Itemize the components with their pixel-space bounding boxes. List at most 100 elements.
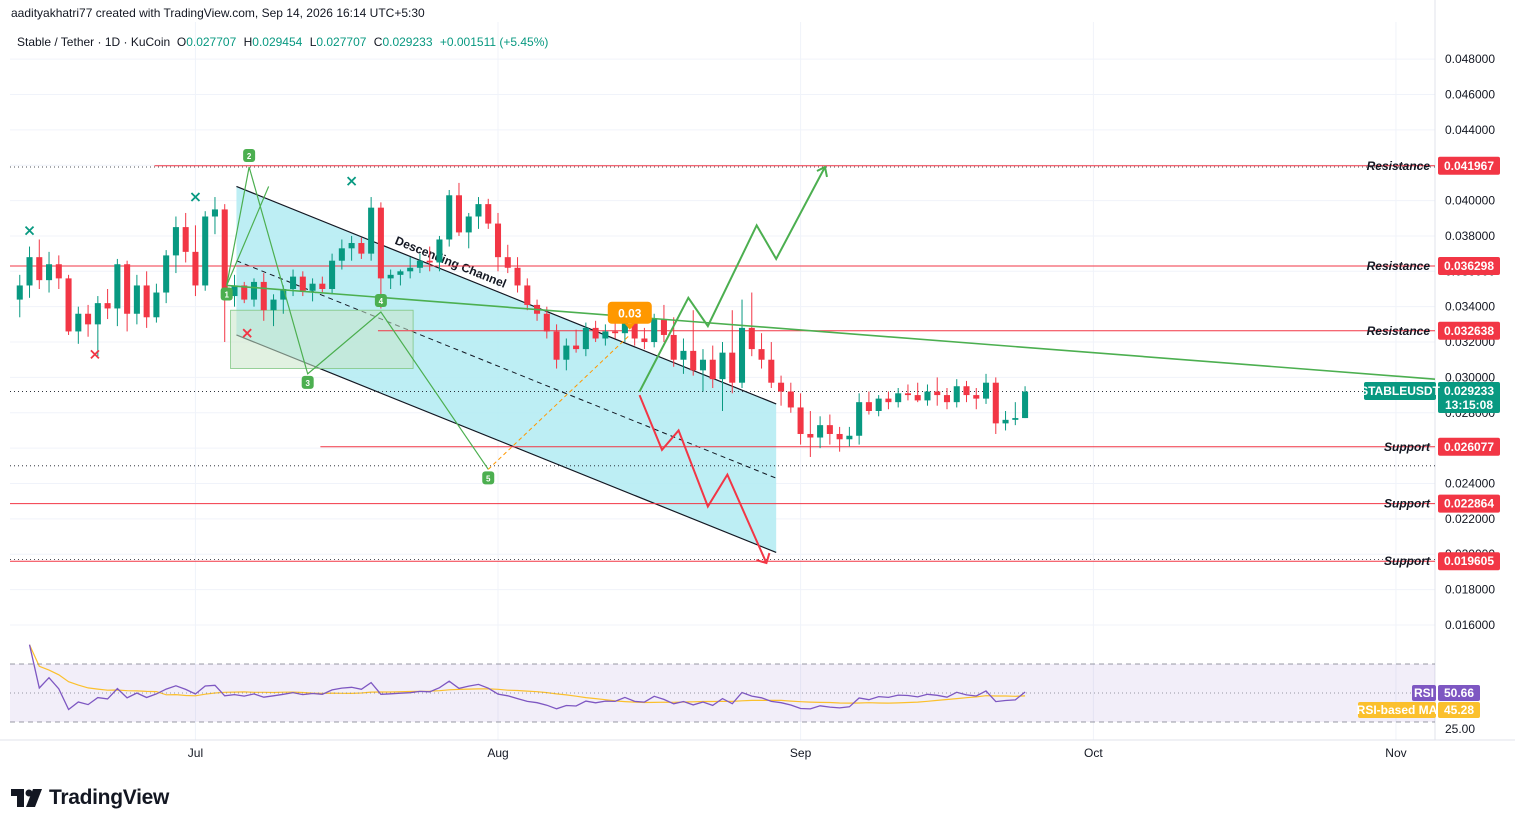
candle-body [875,398,882,411]
candle-body [65,278,72,332]
rsi-value-tag-bg [1438,685,1480,701]
candle-body [612,331,619,334]
wave-point-marker [482,471,495,485]
channel-midline [236,260,777,479]
candle-body [895,393,902,403]
candle-body [46,264,53,281]
bullish-arrowhead [816,165,828,178]
time-tick-label: Aug [487,746,508,760]
candle-body [280,288,287,300]
high-label: H [243,35,253,49]
candle-body [397,271,404,275]
candle-body [290,276,297,289]
candle-body [738,327,746,383]
price-tick-label: 0.038000 [1445,229,1495,243]
candle-body [133,285,140,314]
candle-body [446,195,453,240]
level-label: Support [1384,497,1431,511]
chart-attribution: aadityakhatri77 created with TradingView… [11,6,425,20]
wave-pattern-line [307,311,382,375]
bearish-arrowhead [756,552,771,565]
candle-body [826,425,833,434]
candle-body [55,264,62,279]
candle-body [94,303,101,325]
time-tick-label: Oct [1084,746,1103,760]
current-price-value: 0.029233 [1444,384,1494,398]
candle-body [172,227,179,256]
level-label: Resistance [1367,259,1431,273]
channel-lower-line [236,334,777,554]
open-value: 0.027707 [186,35,237,49]
close-value: 0.029233 [382,35,433,49]
price-tick-label: 0.048000 [1445,52,1495,66]
candle-body [358,243,365,254]
candle-body [182,227,189,252]
rsi-value-tag: 50.66 [1444,686,1474,700]
candle-body [904,393,911,396]
rsi-ma-name-tag: RSI-based MA [1357,703,1438,717]
rsi-line [28,644,1026,711]
change-value: +0.001511 (+5.45%) [439,35,549,49]
candle-body [26,257,33,286]
signal-cross-icon [242,328,252,338]
level-price-tag: 0.032638 [1444,324,1494,338]
level-price-tag-bg [1438,257,1500,276]
candle-body [729,352,736,383]
candle-body [368,207,375,254]
candle-body [1002,419,1009,424]
level-label: Support [1384,554,1431,568]
candle-body [260,281,267,311]
symbol-legend: Stable / Tether · 1D · KuCoin O0.027707 … [17,35,552,49]
rsi-ma-value-tag: 45.28 [1444,703,1474,717]
wave-point-label: 2 [247,152,252,161]
wave-point-marker [243,148,256,162]
level-label: Resistance [1367,159,1431,173]
candle-body [348,243,355,249]
time-axis[interactable]: Jul Aug Sep Oct Nov [188,746,1407,760]
price-tick-label: 0.030000 [1445,370,1495,384]
candle-body [221,209,228,297]
candle-body [885,398,892,403]
bullish-projection-path [638,166,826,393]
low-value: 0.027707 [316,35,367,49]
price-tick-label: 0.016000 [1445,618,1495,632]
level-price-tag-bg [1438,156,1500,175]
candle-body [504,257,511,268]
price-tick-label: 0.022000 [1445,512,1495,526]
candle-body [143,285,150,318]
candle-body [514,267,521,286]
symbol-tag: STABLEUSDT [1360,384,1440,398]
target-callout-value: 0.03 [618,307,642,321]
wave-pattern-line [226,186,270,286]
time-tick-label: Nov [1385,746,1406,760]
candle-body [778,382,785,392]
rsi-name-tag: RSI [1414,686,1434,700]
candle-body [387,274,394,279]
candle-body [250,281,258,300]
candle-body [787,391,794,408]
candle-body [455,195,462,233]
level-price-tag: 0.026077 [1444,440,1494,454]
target-callout [607,301,652,324]
axis-tags: 0.041967 0.036298 0.032638 0.026077 0.022864… [1357,156,1500,718]
candle-body [436,239,443,263]
candle-body [231,285,238,297]
candle-body [983,382,990,399]
candle-body [651,319,658,343]
rsi-ma-line [28,644,1026,704]
pattern-overlays: 1 2 3 4 5 0.03 [24,148,1436,565]
candle-body [670,334,677,360]
tradingview-logo[interactable]: TradingView [11,786,169,810]
candle-body [543,313,550,332]
candle-body [416,260,423,268]
candle-body [924,391,931,401]
rsi-pane [10,644,1435,723]
candle-body [338,248,345,261]
candle-body [660,319,667,335]
time-tick-label: Sep [790,746,812,760]
symbol-name[interactable]: Stable / Tether · 1D · KuCoin [17,35,171,49]
candle-body [934,391,941,396]
signal-cross-icon [190,192,201,202]
close-label: C [373,35,383,49]
